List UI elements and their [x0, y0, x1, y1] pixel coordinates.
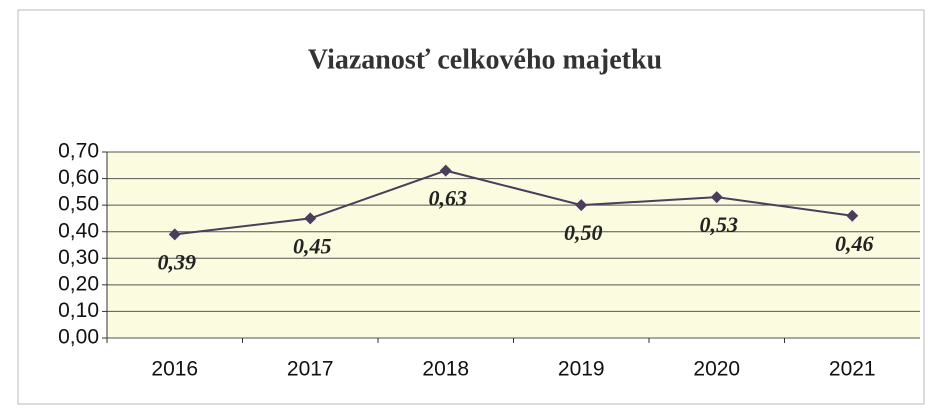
y-tick-label: 0,50: [58, 193, 99, 216]
data-label: 0,46: [835, 231, 874, 256]
plot-area: [107, 152, 920, 338]
y-tick-label: 0,10: [58, 299, 99, 322]
y-tick-label: 0,60: [58, 166, 99, 189]
x-tick-label: 2020: [693, 358, 740, 381]
marker: [710, 191, 723, 204]
data-label: 0,39: [158, 249, 197, 274]
marker: [304, 212, 317, 225]
y-tick-label: 0,30: [58, 246, 99, 269]
marker: [575, 199, 588, 212]
line: [174, 169, 853, 236]
y-tick-label: 0,00: [58, 326, 99, 349]
marker: [846, 209, 859, 222]
y-tick-label: 0,20: [58, 272, 99, 295]
data-label: 0,63: [429, 186, 468, 211]
x-tick-label: 2021: [829, 358, 876, 381]
y-tick-label: 0,40: [58, 219, 99, 242]
y-tick-label: 0,70: [58, 140, 99, 163]
marker: [439, 164, 452, 177]
data-label: 0,53: [700, 212, 739, 237]
chart-title: Viazanosť celkového majetku: [308, 44, 662, 75]
x-tick-label: 2018: [422, 358, 469, 381]
x-tick-label: 2016: [151, 358, 198, 381]
x-tick-label: 2017: [287, 358, 334, 381]
x-tick-label: 2019: [558, 358, 605, 381]
marker: [168, 228, 181, 241]
data-label: 0,45: [293, 233, 332, 258]
data-label: 0,50: [564, 220, 603, 245]
